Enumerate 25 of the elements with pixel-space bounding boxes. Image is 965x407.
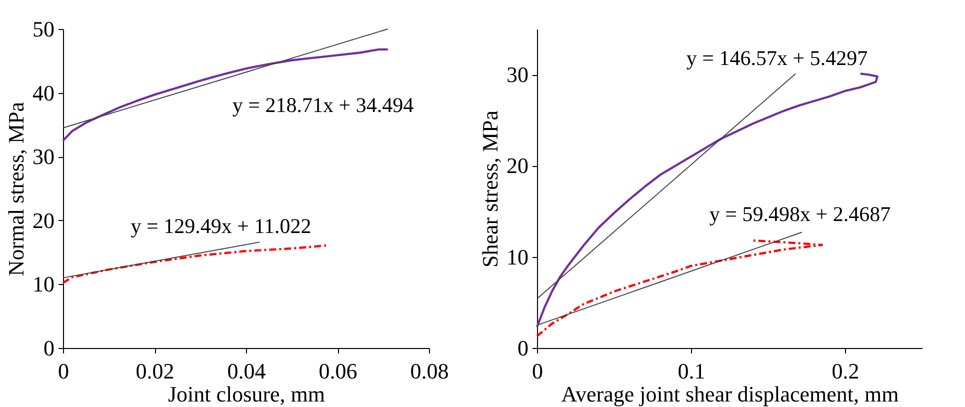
y-axis-title: Normal stress, MPa (4, 102, 28, 276)
x-tick-label: 0.1 (678, 358, 706, 384)
y-axis-title: Shear stress, MPa (478, 110, 502, 268)
y-tick-label: 30 (32, 144, 54, 170)
y-tick-label: 50 (32, 16, 54, 42)
x-tick-label: 0.2 (832, 358, 860, 384)
y-tick-label: 20 (32, 208, 54, 233)
y-tick-label: 40 (32, 80, 54, 106)
annotation: y = 59.498x + 2.4687 (709, 202, 891, 226)
line-series (536, 239, 823, 338)
x-axis-title: Joint closure, mm (168, 382, 326, 406)
x-axis-title: Average joint shear displacement, mm (561, 382, 899, 406)
y-tick-label: 30 (506, 62, 528, 88)
y-tick-label: 20 (506, 153, 528, 178)
annotation: y = 146.57x + 5.4297 (686, 46, 868, 70)
annotation: y = 129.49x + 11.022 (130, 214, 312, 238)
x-tick-label: 0.06 (318, 358, 358, 384)
y-tick-label: 10 (506, 244, 528, 270)
y-tick-label: 0 (44, 336, 54, 360)
annotation: y = 218.71x + 34.494 (232, 93, 414, 117)
y-tick-label: 0 (518, 336, 528, 360)
x-tick-label: 0.04 (227, 358, 266, 384)
x-tick-label: 0.08 (410, 358, 449, 384)
x-tick-label: 0.02 (136, 358, 174, 384)
y-tick-label: 10 (32, 272, 54, 297)
